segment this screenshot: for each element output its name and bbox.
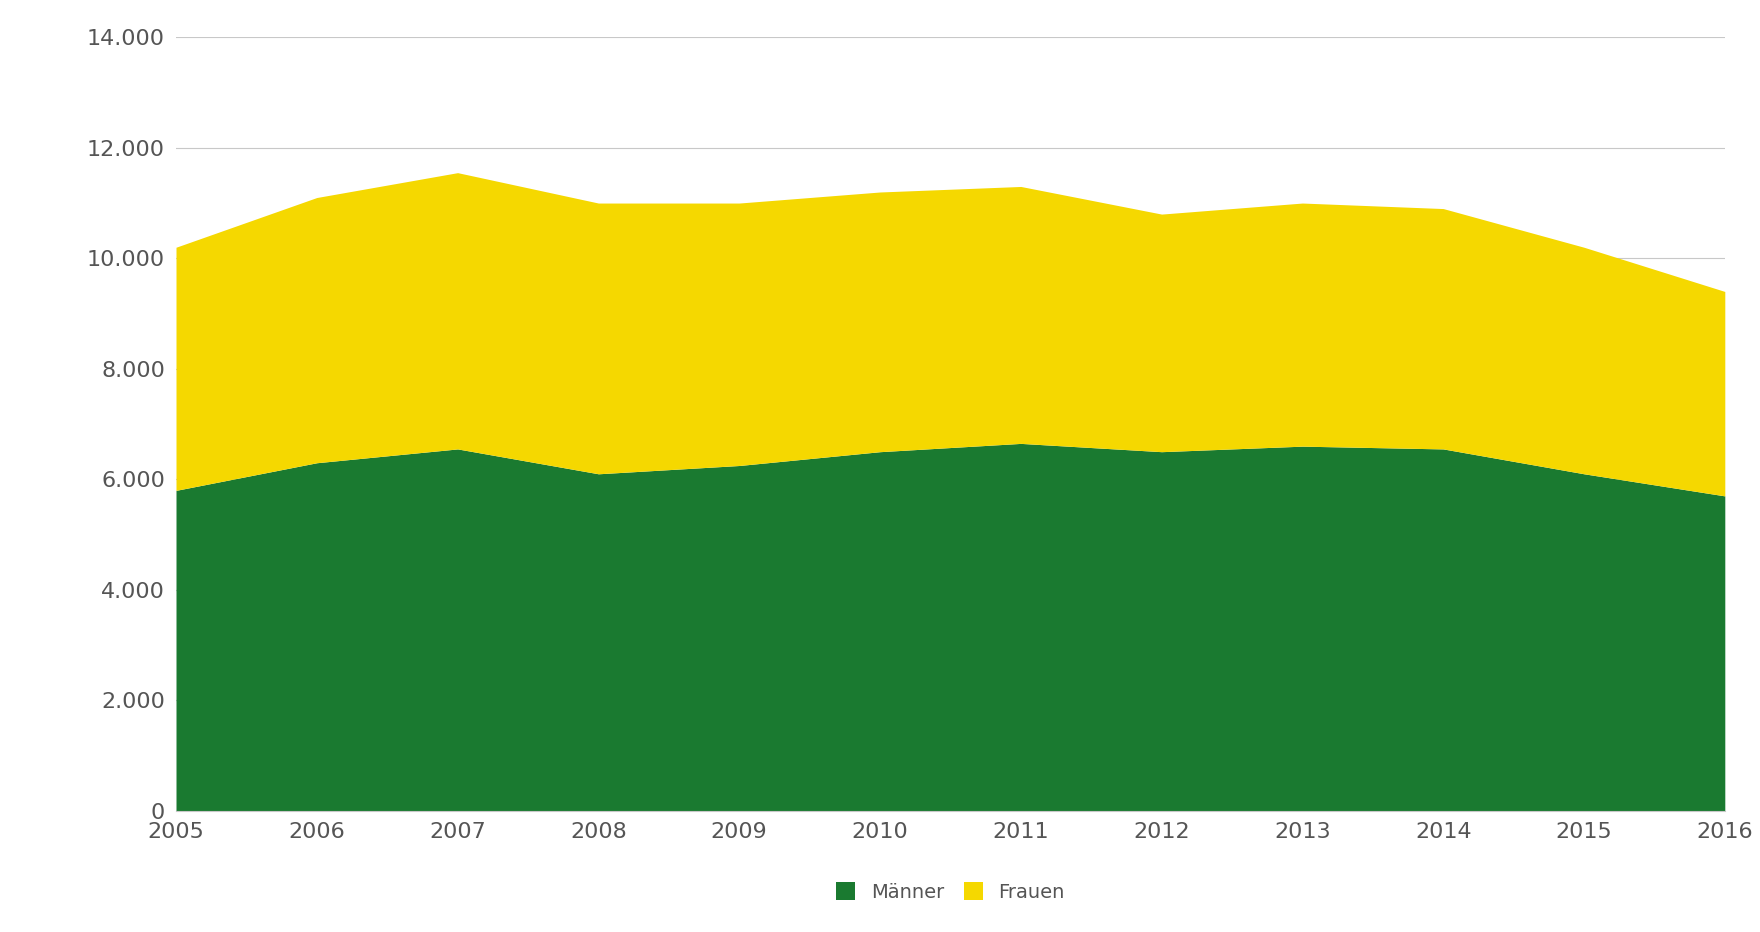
- Legend: Männer, Frauen: Männer, Frauen: [836, 883, 1065, 901]
